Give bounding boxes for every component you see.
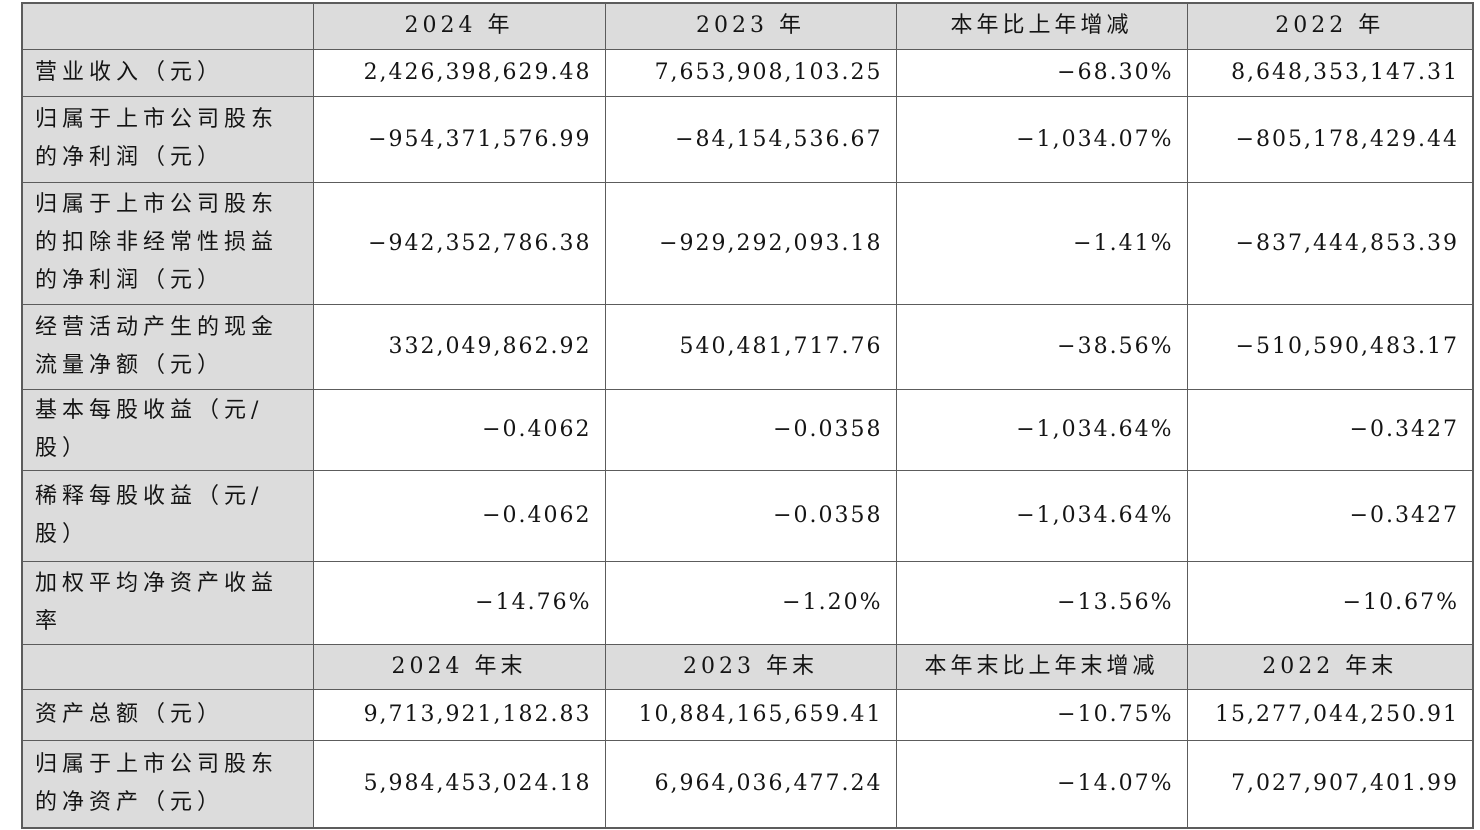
corner-cell	[21, 643, 314, 690]
change-cell: −1,034.64%	[895, 469, 1188, 562]
value-cell-2022: −0.3427	[1186, 388, 1474, 471]
value-cell-2023: −0.0358	[604, 388, 897, 471]
yearend-header-row: 2024 年末 2023 年末 本年末比上年末增减 2022 年末	[21, 643, 1474, 690]
value-cell-2023: 7,653,908,103.25	[604, 48, 897, 97]
value-cell-2022: −805,178,429.44	[1186, 95, 1474, 183]
corner-cell	[21, 2, 314, 50]
col-header-2022-end: 2022 年末	[1186, 643, 1474, 690]
col-header-yoy-change: 本年比上年增减	[895, 2, 1188, 50]
change-cell: −14.07%	[895, 739, 1188, 829]
value-cell-2023: 540,481,717.76	[604, 303, 897, 390]
value-cell-2023: 6,964,036,477.24	[604, 739, 897, 829]
row-label-cell: 加权平均净资产收益 率	[21, 560, 314, 645]
change-cell: −1,034.64%	[895, 388, 1188, 471]
row-net-assets-attributable: 归属于上市公司股东 的净资产（元） 5,984,453,024.18 6,964…	[21, 739, 1474, 829]
value-cell-2024: −14.76%	[312, 560, 606, 645]
row-label-cell: 归属于上市公司股东 的净资产（元）	[21, 739, 314, 829]
value-cell-2022: −0.3427	[1186, 469, 1474, 562]
value-cell-2023: −0.0358	[604, 469, 897, 562]
value-cell-2022: 7,027,907,401.99	[1186, 739, 1474, 829]
value-cell-2024: 5,984,453,024.18	[312, 739, 606, 829]
row-label-cell: 归属于上市公司股东 的净利润（元）	[21, 95, 314, 183]
row-label-cell: 经营活动产生的现金 流量净额（元）	[21, 303, 314, 390]
change-cell: −10.75%	[895, 688, 1188, 741]
row-label-cell: 营业收入（元）	[21, 48, 314, 97]
value-cell-2024: 332,049,862.92	[312, 303, 606, 390]
col-header-2024-end: 2024 年末	[312, 643, 606, 690]
row-operating-cash-flow: 经营活动产生的现金 流量净额（元） 332,049,862.92 540,481…	[21, 303, 1474, 390]
change-cell: −1.41%	[895, 181, 1188, 305]
row-label-cell: 基本每股收益（元/ 股）	[21, 388, 314, 471]
value-cell-2024: −942,352,786.38	[312, 181, 606, 305]
change-cell: −38.56%	[895, 303, 1188, 390]
row-total-assets: 资产总额（元） 9,713,921,182.83 10,884,165,659.…	[21, 688, 1474, 741]
row-net-profit-attributable: 归属于上市公司股东 的净利润（元） −954,371,576.99 −84,15…	[21, 95, 1474, 183]
row-net-profit-excl-nonrecurring: 归属于上市公司股东 的扣除非经常性损益 的净利润（元） −942,352,786…	[21, 181, 1474, 305]
col-header-yearend-change: 本年末比上年末增减	[895, 643, 1188, 690]
value-cell-2022: −510,590,483.17	[1186, 303, 1474, 390]
row-label-cell: 归属于上市公司股东 的扣除非经常性损益 的净利润（元）	[21, 181, 314, 305]
value-cell-2024: −954,371,576.99	[312, 95, 606, 183]
value-cell-2024: −0.4062	[312, 388, 606, 471]
value-cell-2022: −837,444,853.39	[1186, 181, 1474, 305]
value-cell-2022: 15,277,044,250.91	[1186, 688, 1474, 741]
change-cell: −13.56%	[895, 560, 1188, 645]
value-cell-2024: −0.4062	[312, 469, 606, 562]
value-cell-2023: 10,884,165,659.41	[604, 688, 897, 741]
row-diluted-eps: 稀释每股收益（元/ 股） −0.4062 −0.0358 −1,034.64% …	[21, 469, 1474, 562]
col-header-2023: 2023 年	[604, 2, 897, 50]
col-header-2022: 2022 年	[1186, 2, 1474, 50]
col-header-2023-end: 2023 年末	[604, 643, 897, 690]
row-weighted-avg-roe: 加权平均净资产收益 率 −14.76% −1.20% −13.56% −10.6…	[21, 560, 1474, 645]
row-label-cell: 资产总额（元）	[21, 688, 314, 741]
value-cell-2022: −10.67%	[1186, 560, 1474, 645]
value-cell-2022: 8,648,353,147.31	[1186, 48, 1474, 97]
row-operating-revenue: 营业收入（元） 2,426,398,629.48 7,653,908,103.2…	[21, 48, 1474, 97]
annual-header-row: 2024 年 2023 年 本年比上年增减 2022 年	[21, 2, 1474, 50]
row-label-cell: 稀释每股收益（元/ 股）	[21, 469, 314, 562]
row-basic-eps: 基本每股收益（元/ 股） −0.4062 −0.0358 −1,034.64% …	[21, 388, 1474, 471]
value-cell-2023: −84,154,536.67	[604, 95, 897, 183]
value-cell-2024: 9,713,921,182.83	[312, 688, 606, 741]
value-cell-2023: −929,292,093.18	[604, 181, 897, 305]
value-cell-2023: −1.20%	[604, 560, 897, 645]
value-cell-2024: 2,426,398,629.48	[312, 48, 606, 97]
col-header-2024: 2024 年	[312, 2, 606, 50]
change-cell: −68.30%	[895, 48, 1188, 97]
change-cell: −1,034.07%	[895, 95, 1188, 183]
financial-summary-table: 2024 年 2023 年 本年比上年增减 2022 年 营业收入（元） 2,4…	[21, 2, 1474, 829]
